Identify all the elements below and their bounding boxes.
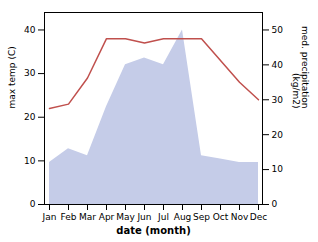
svg-text:10: 10 xyxy=(24,156,36,166)
svg-text:40: 40 xyxy=(24,25,36,35)
svg-text:20: 20 xyxy=(24,112,36,122)
svg-text:0: 0 xyxy=(30,199,36,209)
svg-text:max temp (C): max temp (C) xyxy=(7,46,17,108)
svg-text:Feb: Feb xyxy=(61,212,77,222)
svg-text:50: 50 xyxy=(272,25,284,35)
svg-text:0: 0 xyxy=(272,199,278,209)
svg-text:Sep: Sep xyxy=(193,212,210,222)
svg-text:10: 10 xyxy=(272,164,284,174)
svg-text:med. precipitation(kg/m2): med. precipitation(kg/m2) xyxy=(291,26,310,108)
svg-text:Nov: Nov xyxy=(231,212,249,222)
svg-text:Dec: Dec xyxy=(250,212,267,222)
svg-text:30: 30 xyxy=(272,95,284,105)
svg-text:40: 40 xyxy=(272,60,284,70)
svg-text:date (month): date (month) xyxy=(116,225,190,236)
svg-text:Jun: Jun xyxy=(136,212,151,222)
svg-text:Jul: Jul xyxy=(157,212,169,222)
svg-text:Apr: Apr xyxy=(99,212,115,222)
svg-text:Jan: Jan xyxy=(42,212,57,222)
svg-text:May: May xyxy=(116,212,135,222)
svg-text:Oct: Oct xyxy=(213,212,229,222)
svg-text:20: 20 xyxy=(272,130,284,140)
svg-text:Aug: Aug xyxy=(174,212,192,222)
svg-text:30: 30 xyxy=(24,68,36,78)
svg-text:Mar: Mar xyxy=(79,212,96,222)
